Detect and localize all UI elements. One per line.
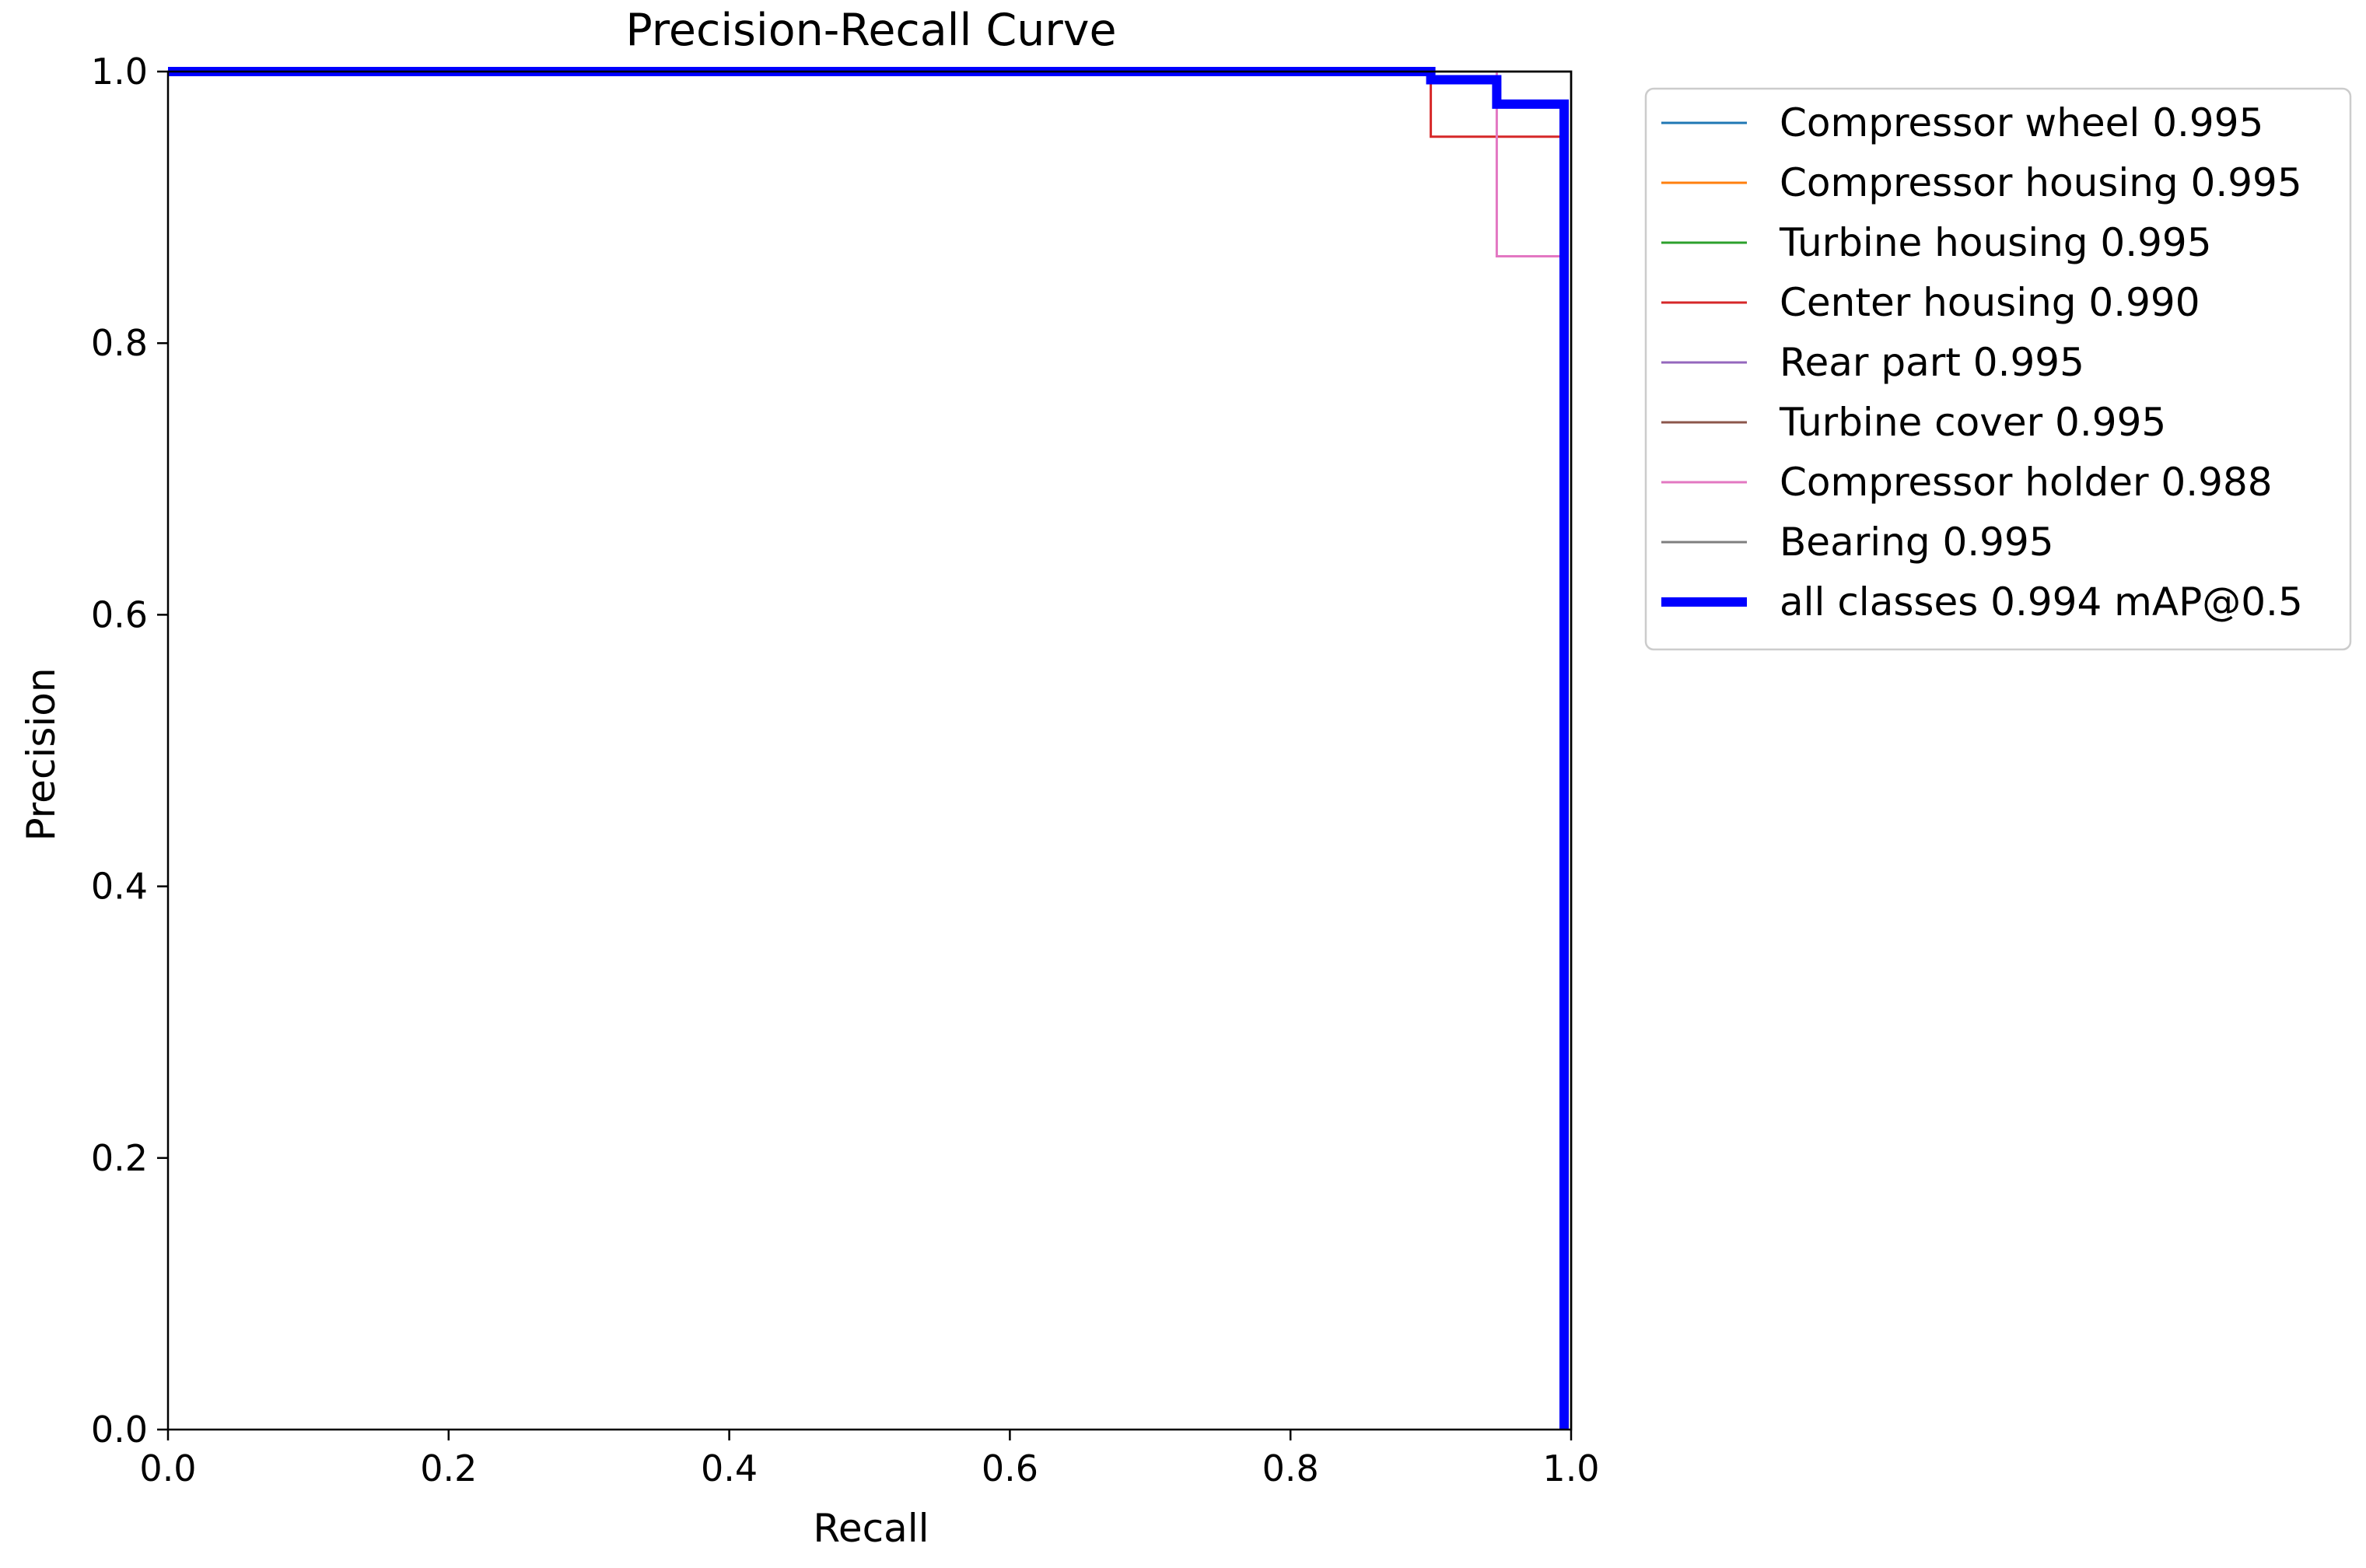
legend-label: Center housing 0.990 [1780, 280, 2200, 325]
chart-title: Precision-Recall Curve [625, 5, 1116, 56]
x-axis-ticks: 0.0 0.2 0.4 0.6 0.8 1.0 [139, 1430, 1600, 1489]
legend-label: all classes 0.994 mAP@0.5 [1780, 579, 2303, 625]
legend-label: Rear part 0.995 [1780, 340, 2084, 385]
y-tick-label: 1.0 [91, 51, 148, 93]
y-tick-label: 0.8 [91, 322, 148, 364]
legend-label: Compressor holder 0.988 [1780, 460, 2273, 505]
x-tick-label: 0.0 [139, 1447, 196, 1489]
y-tick-label: 0.6 [91, 593, 148, 635]
x-tick-label: 1.0 [1542, 1447, 1599, 1489]
x-tick-label: 0.2 [420, 1447, 477, 1489]
legend-label: Compressor wheel 0.995 [1780, 100, 2263, 145]
x-tick-label: 0.4 [701, 1447, 758, 1489]
y-tick-label: 0.0 [91, 1409, 148, 1451]
y-tick-label: 0.2 [91, 1137, 148, 1179]
x-axis-title: Recall [813, 1506, 929, 1551]
y-axis-ticks: 0.0 0.2 0.4 0.6 0.8 1.0 [91, 51, 168, 1451]
plot-area [166, 67, 1573, 1431]
legend-label: Turbine cover 0.995 [1779, 400, 2166, 445]
y-tick-label: 0.4 [91, 866, 148, 908]
legend-label: Turbine housing 0.995 [1779, 220, 2212, 265]
x-tick-label: 0.8 [1262, 1447, 1319, 1489]
y-axis-title: Precision [19, 667, 64, 841]
plot-frame [166, 70, 1573, 1431]
legend-box [1644, 87, 2352, 651]
legend: Compressor wheel 0.995 Compressor housing… [1644, 87, 2352, 651]
x-tick-label: 0.6 [982, 1447, 1038, 1489]
legend-label: Bearing 0.995 [1780, 520, 2054, 565]
legend-label: Compressor housing 0.995 [1780, 160, 2302, 205]
